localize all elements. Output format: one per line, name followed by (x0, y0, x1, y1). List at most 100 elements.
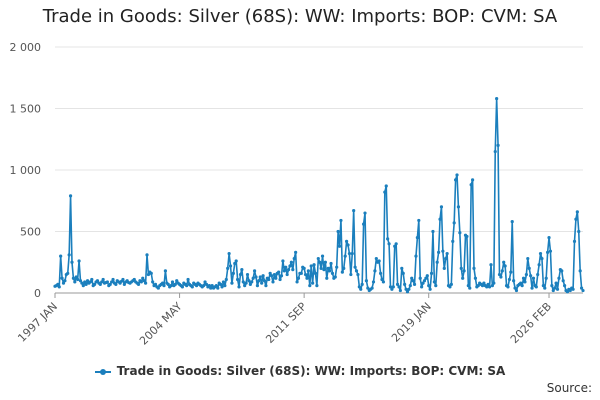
data-point[interactable] (255, 284, 260, 288)
data-point[interactable] (166, 282, 170, 286)
data-point[interactable] (95, 279, 100, 283)
data-point[interactable] (349, 272, 353, 277)
data-point[interactable] (251, 276, 255, 280)
data-point[interactable] (85, 279, 90, 283)
data-point[interactable] (98, 282, 102, 286)
data-point[interactable] (422, 279, 427, 283)
data-point[interactable] (512, 279, 516, 283)
data-point[interactable] (84, 282, 88, 286)
data-point[interactable] (175, 279, 179, 283)
data-point[interactable] (350, 252, 354, 256)
data-point[interactable] (149, 271, 153, 275)
data-point[interactable] (497, 272, 502, 277)
data-point[interactable] (466, 284, 470, 288)
data-point[interactable] (507, 277, 511, 282)
data-point[interactable] (489, 263, 493, 267)
data-point[interactable] (485, 285, 489, 289)
data-point[interactable] (482, 281, 486, 285)
data-point[interactable] (390, 287, 394, 291)
data-point[interactable] (67, 253, 71, 257)
data-point[interactable] (180, 285, 184, 289)
data-point[interactable] (560, 269, 564, 273)
data-point[interactable] (571, 287, 575, 291)
data-point[interactable] (57, 285, 61, 289)
data-point[interactable] (370, 286, 374, 290)
data-point[interactable] (203, 280, 207, 284)
data-point[interactable] (210, 284, 214, 288)
data-point[interactable] (264, 284, 268, 288)
data-point[interactable] (282, 269, 286, 273)
data-point[interactable] (121, 277, 125, 282)
data-point[interactable] (444, 256, 448, 261)
data-point[interactable] (404, 287, 408, 291)
data-point[interactable] (291, 268, 295, 272)
data-point[interactable] (163, 269, 168, 273)
data-point[interactable] (384, 184, 388, 188)
data-point[interactable] (73, 280, 77, 284)
data-point[interactable] (78, 279, 83, 283)
data-point[interactable] (207, 284, 211, 288)
data-point[interactable] (110, 280, 114, 284)
data-point[interactable] (271, 280, 275, 284)
data-point[interactable] (252, 269, 257, 273)
data-point[interactable] (238, 272, 243, 277)
data-point[interactable] (403, 282, 407, 286)
data-point[interactable] (500, 269, 504, 273)
data-point[interactable] (224, 277, 228, 282)
data-point[interactable] (269, 274, 274, 278)
data-point[interactable] (209, 286, 213, 290)
data-point[interactable] (153, 282, 158, 286)
data-point[interactable] (56, 282, 60, 286)
data-point[interactable] (550, 284, 554, 288)
data-point[interactable] (361, 222, 366, 226)
data-point[interactable] (160, 281, 165, 285)
data-point[interactable] (373, 269, 377, 273)
data-point[interactable] (421, 281, 425, 285)
data-point[interactable] (336, 229, 340, 234)
data-point[interactable] (169, 284, 173, 288)
data-point[interactable] (93, 282, 97, 286)
data-point[interactable] (70, 260, 74, 264)
data-point[interactable] (449, 282, 453, 286)
data-point[interactable] (296, 276, 301, 280)
data-point[interactable] (397, 285, 401, 289)
data-point[interactable] (461, 276, 465, 280)
data-point[interactable] (377, 259, 381, 263)
data-point[interactable] (454, 178, 458, 182)
data-point[interactable] (81, 284, 85, 288)
data-point[interactable] (240, 268, 244, 272)
data-point[interactable] (435, 260, 439, 264)
data-point[interactable] (204, 282, 209, 286)
data-point[interactable] (480, 284, 485, 288)
data-point[interactable] (452, 221, 456, 225)
data-point[interactable] (233, 261, 237, 266)
data-point[interactable] (388, 285, 393, 289)
data-point[interactable] (318, 260, 322, 264)
data-point[interactable] (284, 265, 288, 269)
data-point[interactable] (234, 259, 238, 263)
data-point[interactable] (555, 287, 560, 291)
data-point[interactable] (380, 277, 384, 282)
data-point[interactable] (536, 272, 540, 277)
data-point[interactable] (391, 285, 395, 289)
data-point[interactable] (340, 270, 344, 274)
data-point[interactable] (551, 288, 555, 293)
data-point[interactable] (509, 270, 513, 274)
data-point[interactable] (520, 284, 524, 288)
data-point[interactable] (281, 259, 285, 263)
data-point[interactable] (544, 276, 548, 280)
data-point[interactable] (400, 266, 404, 270)
data-point[interactable] (219, 282, 223, 286)
data-point[interactable] (432, 280, 436, 284)
data-point[interactable] (577, 229, 581, 234)
data-point[interactable] (412, 282, 417, 286)
data-point[interactable] (285, 272, 289, 277)
data-point[interactable] (306, 269, 310, 273)
data-point[interactable] (260, 281, 264, 285)
data-point[interactable] (487, 285, 492, 289)
data-point[interactable] (574, 217, 578, 221)
data-point[interactable] (190, 285, 194, 289)
data-point[interactable] (411, 279, 415, 283)
data-point[interactable] (434, 284, 438, 288)
data-point[interactable] (428, 287, 432, 291)
